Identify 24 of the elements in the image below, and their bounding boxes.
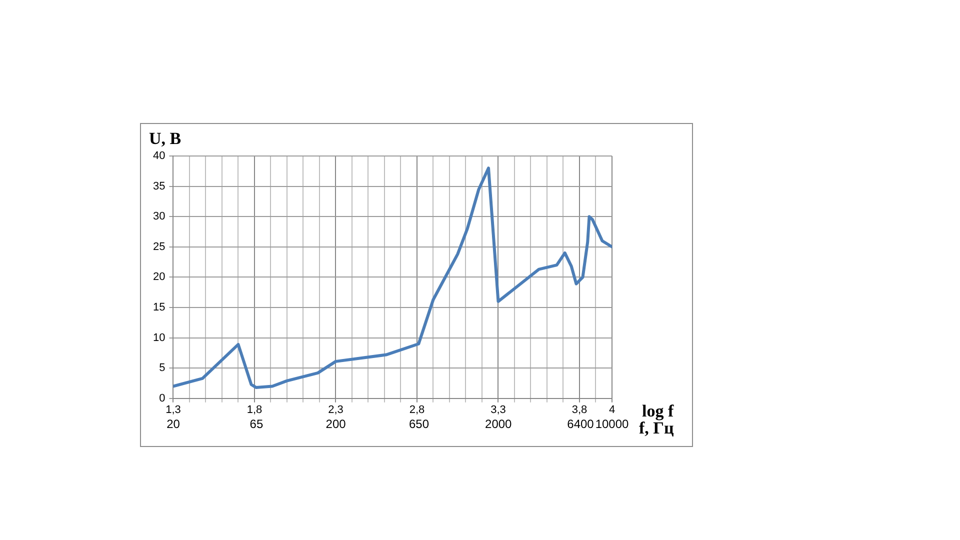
x-tick-label: 3,8 xyxy=(572,404,588,416)
y-tick-label: 35 xyxy=(152,180,166,192)
x-tick-label: 3,3 xyxy=(490,404,506,416)
y-tick-label: 10 xyxy=(152,332,166,344)
y-tick-label: 40 xyxy=(152,150,166,162)
x2-tick-label: 65 xyxy=(250,417,264,432)
y-tick-label: 5 xyxy=(159,362,166,374)
x-tick-label: 1,8 xyxy=(246,404,262,416)
x2-tick-label: 6400 xyxy=(567,417,594,432)
x2-tick-label: 200 xyxy=(326,417,346,432)
y-tick-label: 15 xyxy=(152,302,166,314)
y-tick-label: 30 xyxy=(152,210,166,223)
y-tick-label: 0 xyxy=(159,392,166,404)
y-tick-label: 25 xyxy=(152,240,166,253)
x2-tick-label: 10000 xyxy=(595,417,630,432)
x-axis-title: log f xyxy=(642,401,674,420)
x-tick-label: 2,3 xyxy=(328,404,344,416)
y-tick-label: 20 xyxy=(152,271,166,284)
x-tick-label: 1,3 xyxy=(166,404,181,416)
x-tick-label: 2,8 xyxy=(409,404,425,416)
x2-tick-label: 650 xyxy=(409,417,430,432)
x2-tick-label: 2000 xyxy=(485,417,512,432)
x-tick-label: 4 xyxy=(608,404,616,416)
y-axis-title: U, B xyxy=(149,129,182,148)
